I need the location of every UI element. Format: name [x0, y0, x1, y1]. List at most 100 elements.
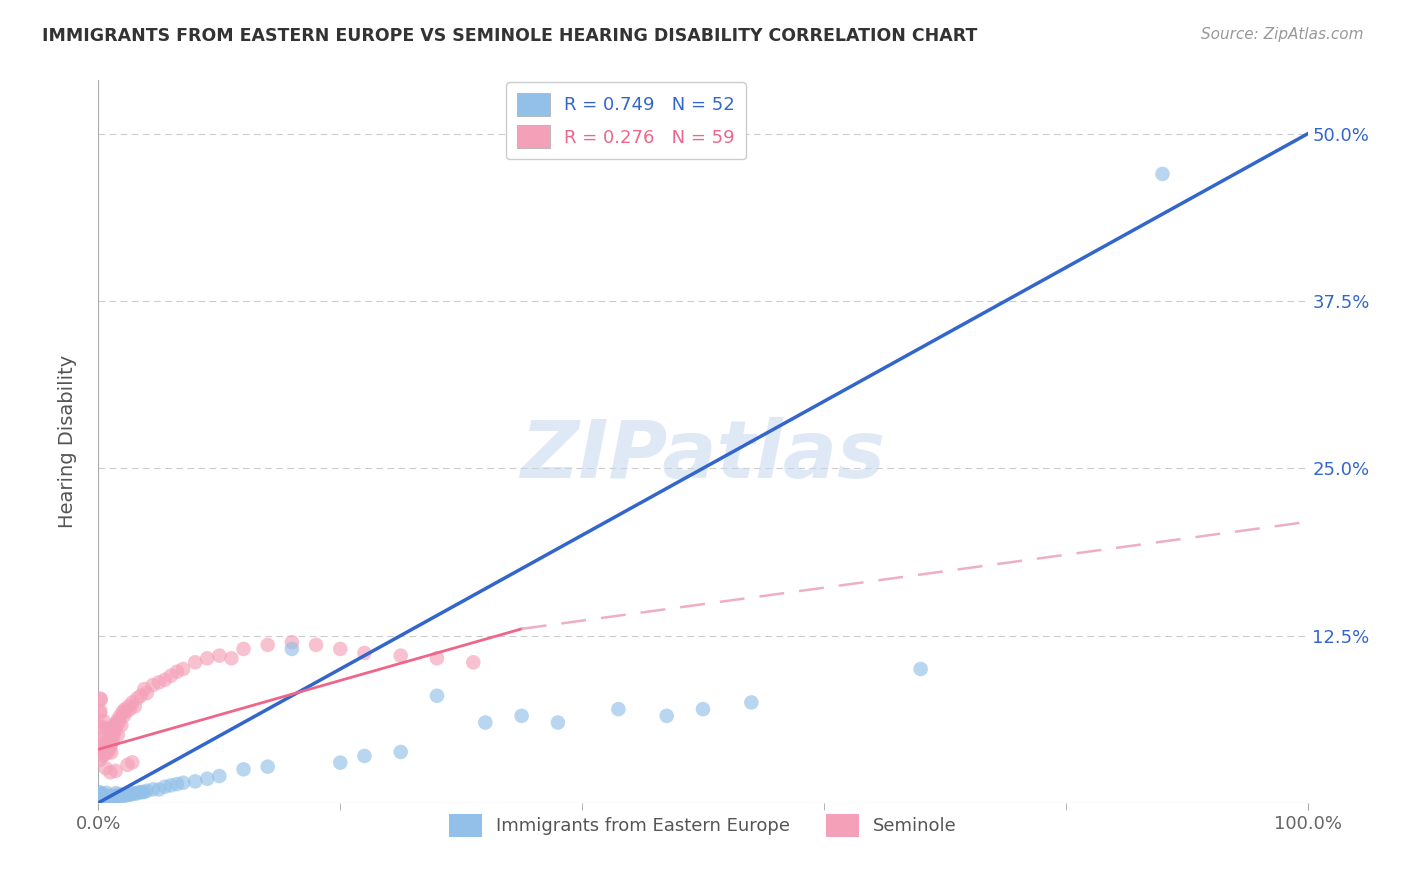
- Point: [148, 782, 170, 797]
- Point: [110, 718, 132, 732]
- Point: [96, 739, 118, 754]
- Text: Source: ZipAtlas.com: Source: ZipAtlas.com: [1201, 27, 1364, 42]
- Point: [94, 745, 117, 759]
- Point: [389, 745, 412, 759]
- Point: [96, 786, 118, 800]
- Point: [90, 733, 112, 747]
- Point: [184, 655, 207, 669]
- Point: [172, 662, 194, 676]
- Point: [89, 691, 111, 706]
- Point: [100, 746, 122, 760]
- Point: [166, 665, 188, 679]
- Point: [91, 749, 114, 764]
- Point: [100, 739, 122, 754]
- Point: [90, 745, 112, 759]
- Point: [108, 789, 131, 804]
- Point: [103, 718, 125, 732]
- Point: [101, 731, 124, 746]
- Point: [910, 662, 932, 676]
- Point: [97, 745, 120, 759]
- Point: [108, 708, 131, 723]
- Point: [90, 789, 112, 803]
- Point: [281, 635, 304, 649]
- Point: [148, 675, 170, 690]
- Point: [93, 747, 115, 762]
- Point: [232, 762, 254, 776]
- Point: [115, 705, 138, 719]
- Point: [104, 789, 127, 804]
- Point: [124, 787, 146, 801]
- Point: [195, 651, 218, 665]
- Point: [93, 789, 115, 804]
- Point: [208, 769, 231, 783]
- Point: [1152, 167, 1174, 181]
- Point: [329, 642, 352, 657]
- Point: [90, 794, 112, 808]
- Point: [89, 706, 111, 720]
- Point: [131, 785, 153, 799]
- Point: [117, 757, 139, 772]
- Point: [118, 788, 141, 802]
- Point: [107, 788, 129, 802]
- Point: [121, 787, 143, 801]
- Point: [142, 678, 165, 692]
- Point: [104, 723, 127, 737]
- Point: [160, 669, 183, 683]
- Point: [692, 702, 714, 716]
- Point: [127, 787, 149, 801]
- Point: [105, 789, 128, 804]
- Point: [607, 702, 630, 716]
- Text: ZIPatlas: ZIPatlas: [520, 417, 886, 495]
- Point: [124, 699, 146, 714]
- Point: [166, 777, 188, 791]
- Point: [134, 785, 156, 799]
- Point: [127, 691, 149, 706]
- Point: [101, 723, 124, 737]
- Point: [195, 772, 218, 786]
- Point: [101, 789, 124, 804]
- Point: [100, 789, 122, 804]
- Point: [91, 745, 114, 759]
- Point: [129, 689, 152, 703]
- Point: [208, 648, 231, 663]
- Point: [256, 760, 278, 774]
- Point: [89, 704, 111, 718]
- Point: [172, 776, 194, 790]
- Point: [103, 726, 125, 740]
- Point: [353, 749, 375, 764]
- Point: [97, 790, 120, 805]
- Point: [121, 756, 143, 770]
- Point: [108, 715, 131, 730]
- Point: [91, 720, 114, 734]
- Point: [353, 646, 375, 660]
- Point: [104, 764, 127, 778]
- Point: [100, 790, 122, 805]
- Point: [135, 686, 157, 700]
- Point: [111, 788, 134, 802]
- Point: [90, 742, 112, 756]
- Point: [93, 714, 115, 728]
- Point: [107, 713, 129, 727]
- Point: [118, 699, 141, 714]
- Point: [142, 782, 165, 797]
- Point: [281, 642, 304, 657]
- Point: [100, 726, 122, 740]
- Y-axis label: Hearing Disability: Hearing Disability: [58, 355, 77, 528]
- Point: [474, 715, 496, 730]
- Point: [100, 735, 122, 749]
- Point: [89, 791, 111, 805]
- Point: [89, 786, 111, 800]
- Legend: Immigrants from Eastern Europe, Seminole: Immigrants from Eastern Europe, Seminole: [441, 806, 965, 845]
- Point: [115, 788, 138, 802]
- Point: [105, 715, 128, 730]
- Point: [547, 715, 569, 730]
- Point: [118, 788, 141, 802]
- Point: [256, 638, 278, 652]
- Point: [104, 786, 127, 800]
- Point: [93, 787, 115, 801]
- Point: [96, 739, 118, 754]
- Point: [135, 784, 157, 798]
- Point: [121, 696, 143, 710]
- Point: [221, 651, 243, 665]
- Point: [510, 708, 533, 723]
